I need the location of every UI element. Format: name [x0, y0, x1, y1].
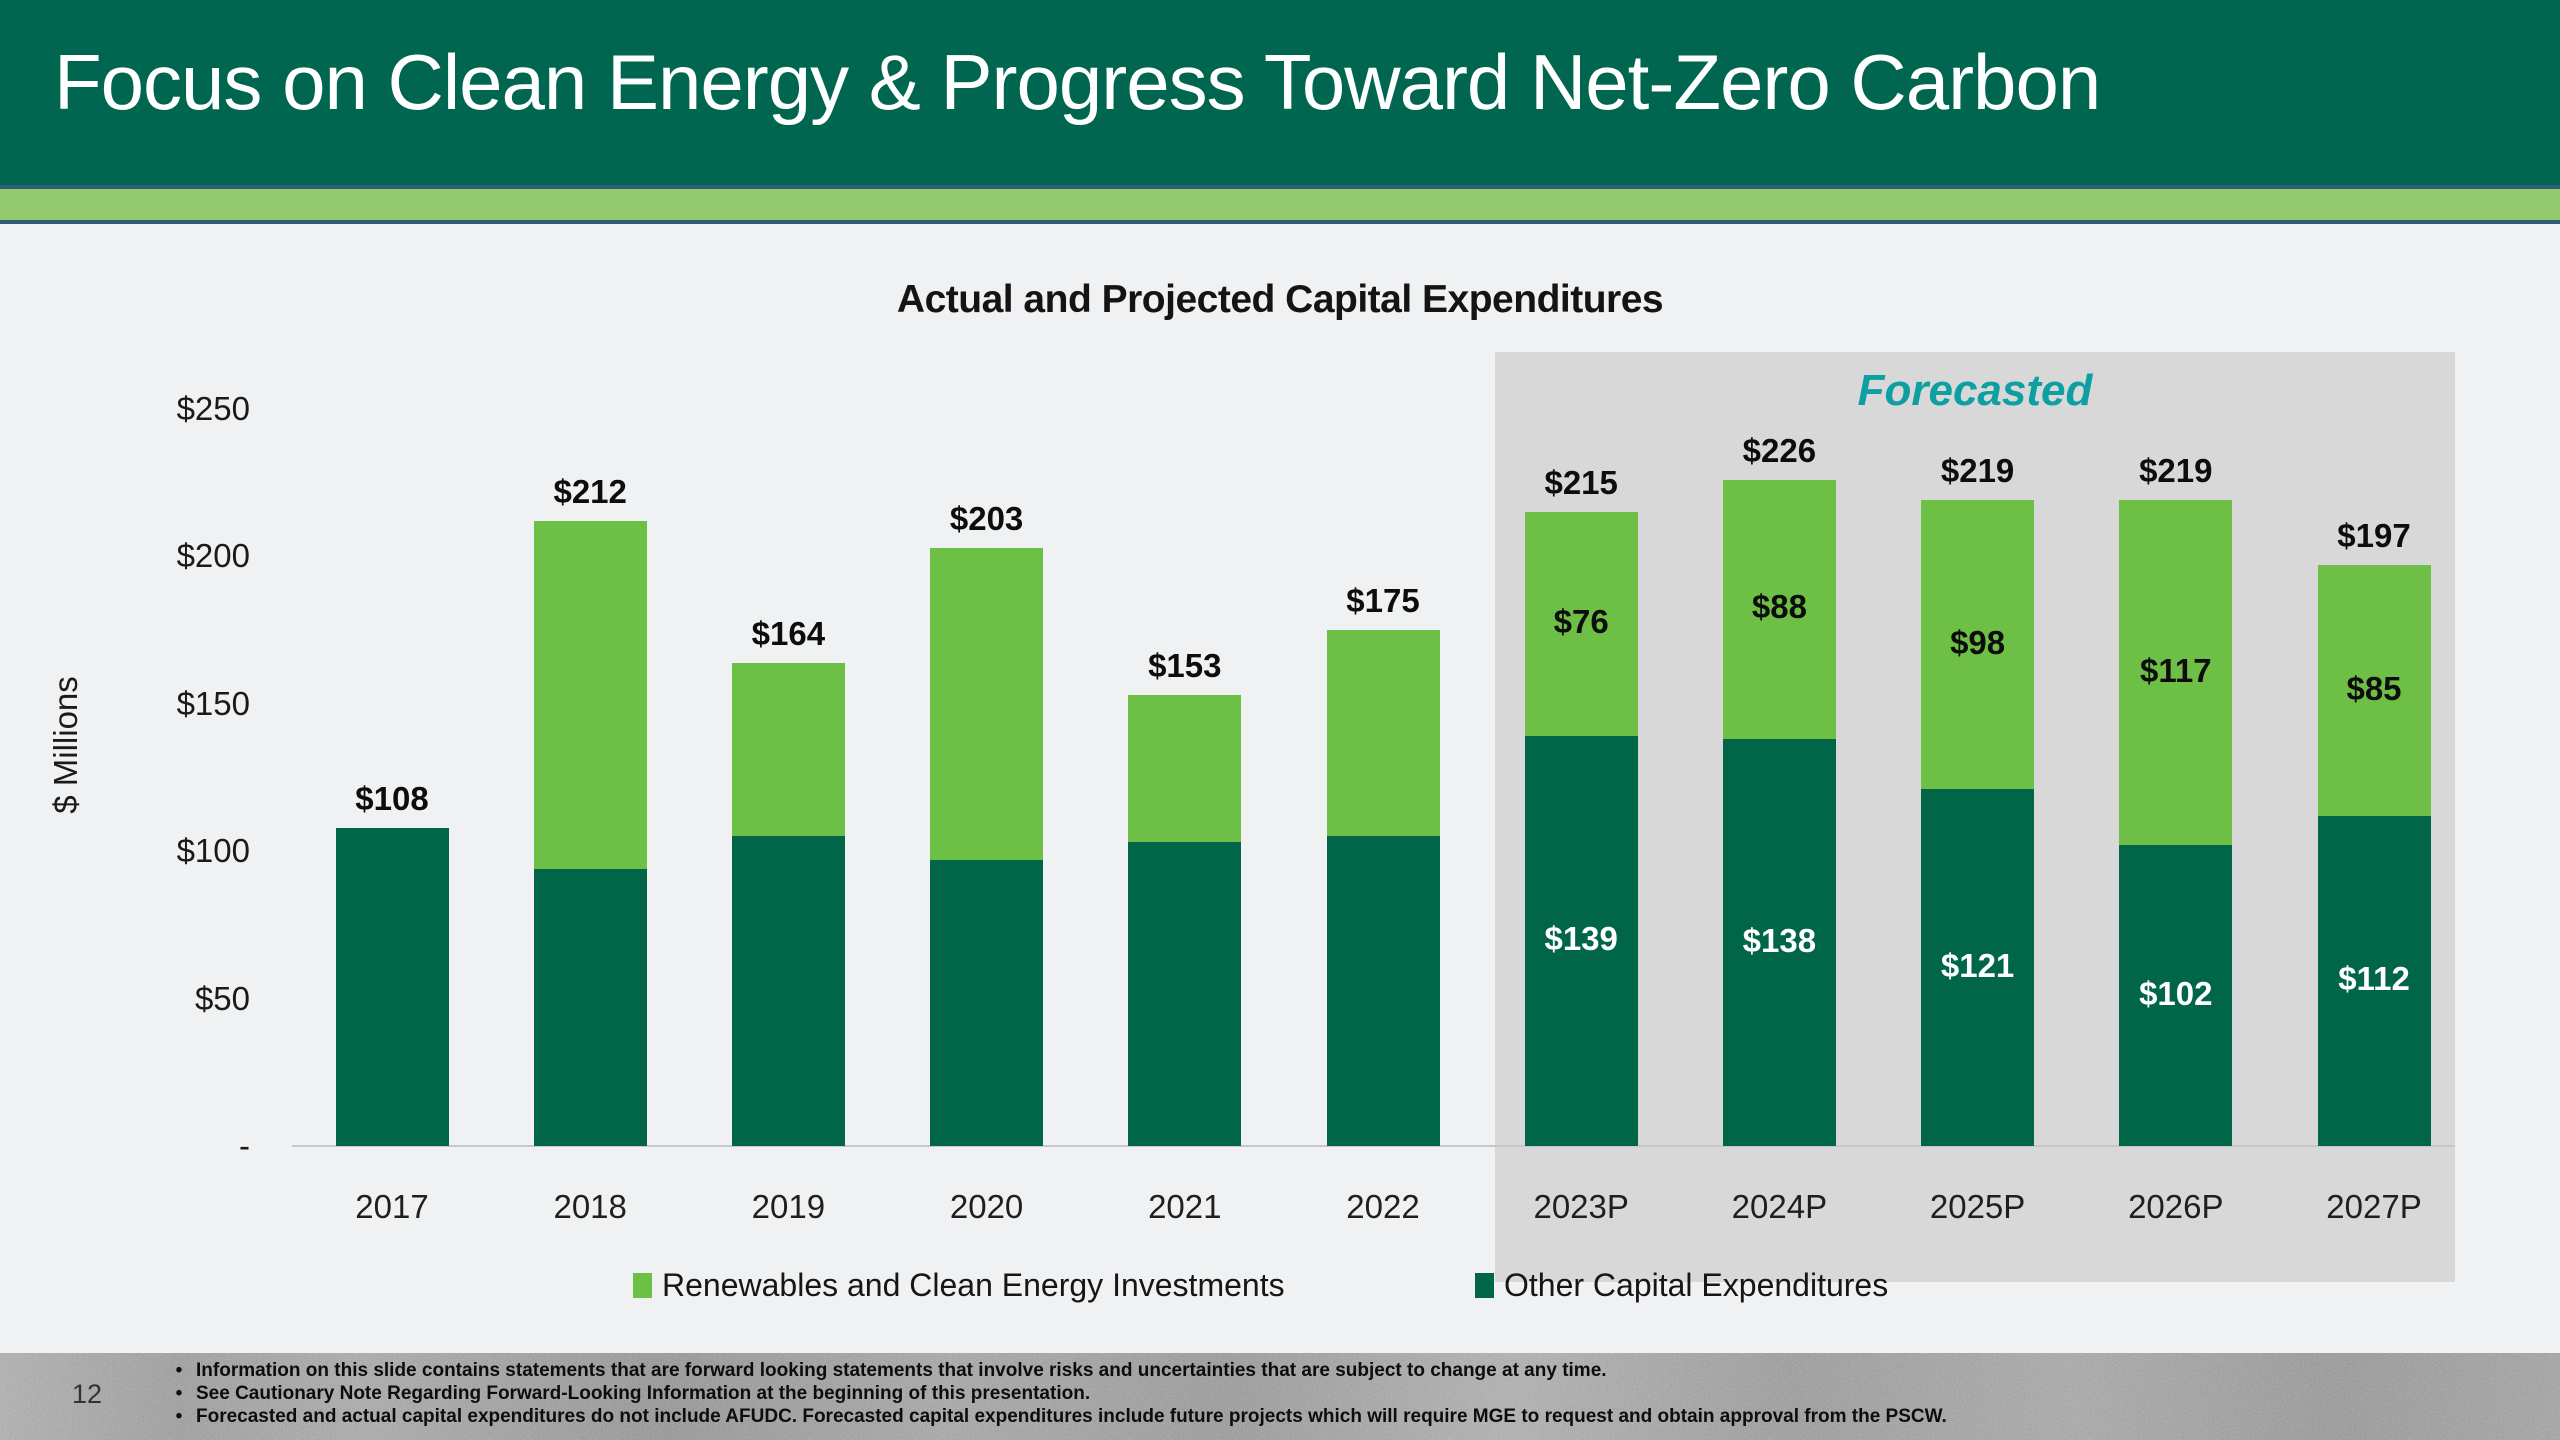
- x-axis-category-label-2025P: 2025P: [1929, 1188, 2026, 1225]
- bar-segment-other-capex-2027P: [2317, 815, 2431, 1146]
- bullet-icon: •: [175, 1406, 183, 1427]
- bar-segment-other-capex-2019: [731, 836, 845, 1146]
- bar-segment-other-capex-2020: [930, 860, 1044, 1146]
- bar-segment-other-capex-2026P: [2119, 845, 2233, 1146]
- bar-total-label-2019: $164: [751, 614, 826, 652]
- bar-segment-other-capex-2022: [1326, 836, 1440, 1146]
- bar-segment-other-capex-2018: [533, 868, 647, 1146]
- footer-disclaimer-text: Information on this slide contains state…: [196, 1360, 1607, 1381]
- footer-disclaimer-list: • Information on this slide contains stat…: [172, 1359, 1947, 1428]
- legend-label-renewables: Renewables and Clean Energy Investments: [662, 1266, 1285, 1303]
- segment-value-renewables-2023P: $76: [1553, 603, 1609, 641]
- footer-disclaimer-item: • See Cautionary Note Regarding Forward-L…: [172, 1382, 1947, 1405]
- legend-swatch-renewables: [633, 1272, 652, 1298]
- bar-segment-renewables-2026P: [2119, 500, 2233, 846]
- segment-value-renewables-2026P: $117: [2140, 651, 2212, 689]
- x-axis-category-label-2023P: 2023P: [1533, 1188, 1629, 1225]
- footer-disclaimer-text: See Cautionary Note Regarding Forward-Lo…: [196, 1383, 1091, 1404]
- segment-value-other-2023P: $139: [1544, 920, 1618, 958]
- bar-total-label-2027P: $197: [2337, 517, 2411, 555]
- bar-segment-renewables-2024P: [1722, 479, 1836, 740]
- bar-segment-renewables-2018: [533, 521, 647, 869]
- bullet-icon: •: [175, 1360, 183, 1381]
- chart-title: Actual and Projected Capital Expenditure…: [896, 278, 1664, 321]
- y-axis-tick-label: $100: [176, 832, 250, 870]
- y-axis-tick-label: -: [239, 1127, 250, 1164]
- segment-value-renewables-2027P: $85: [2346, 669, 2402, 707]
- bar-total-label-2021: $153: [1148, 646, 1222, 684]
- x-axis-line: [292, 1145, 2455, 1147]
- forecast-label: Forecasted: [1857, 366, 2093, 415]
- y-axis-tick-label: $150: [176, 684, 250, 722]
- slide-header: Focus on Clean Energy & Progress Toward …: [0, 0, 2560, 185]
- bar-total-label-2022: $175: [1346, 582, 1420, 620]
- bar-segment-renewables-2019: [731, 662, 845, 837]
- x-axis-category-label-2022: 2022: [1346, 1188, 1420, 1225]
- bar-segment-renewables-2022: [1326, 630, 1440, 837]
- segment-value-renewables-2025P: $98: [1950, 623, 2006, 661]
- bar-segment-renewables-2021: [1128, 694, 1242, 843]
- bar-segment-other-capex-2017: [335, 827, 449, 1146]
- x-axis-category-label-2019: 2019: [751, 1188, 826, 1225]
- header-divider-line-top: [0, 185, 2560, 189]
- header-accent-stripe: [0, 189, 2560, 220]
- footer-disclaimer-text: Forecasted and actual capital expenditur…: [196, 1406, 1947, 1427]
- bar-total-label-2023P: $215: [1544, 464, 1618, 502]
- legend-label-other-capex: Other Capital Expenditures: [1504, 1266, 1889, 1303]
- legend-item-other-capex: Other Capital Expenditures: [1475, 1266, 1888, 1304]
- bar-segment-renewables-2027P: [2317, 565, 2431, 816]
- x-axis-category-label-2026P: 2026P: [2128, 1188, 2224, 1225]
- x-axis-category-label-2020: 2020: [949, 1188, 1024, 1225]
- bar-segment-renewables-2023P: [1524, 512, 1638, 737]
- x-axis-category-label-2021: 2021: [1148, 1188, 1222, 1225]
- y-axis-tick-label: $50: [194, 979, 250, 1017]
- bar-total-label-2026P: $219: [2139, 452, 2213, 490]
- bar-total-label-2025P: $219: [1940, 452, 2015, 490]
- segment-value-renewables-2024P: $88: [1751, 588, 1807, 626]
- legend-swatch-other-capex: [1475, 1272, 1494, 1298]
- x-axis-category-label-2027P: 2027P: [2326, 1188, 2422, 1225]
- bar-total-label-2024P: $226: [1742, 431, 1817, 469]
- bullet-icon: •: [175, 1383, 183, 1404]
- bar-segment-other-capex-2023P: [1524, 736, 1638, 1146]
- y-axis-tick-label: $200: [176, 537, 250, 575]
- page-number: 12: [72, 1379, 103, 1409]
- y-axis-tick-label: $250: [176, 390, 250, 427]
- footer-disclaimer-item: • Forecasted and actual capital expenditu…: [172, 1405, 1947, 1428]
- bar-segment-other-capex-2025P: [1921, 789, 2035, 1146]
- segment-value-other-2027P: $112: [2338, 959, 2410, 997]
- slide-footer: 12 • Information on this slide contains s…: [0, 1353, 2560, 1440]
- bar-segment-renewables-2020: [930, 547, 1044, 861]
- footer-disclaimer-item: • Information on this slide contains stat…: [172, 1359, 1947, 1382]
- bar-segment-other-capex-2024P: [1722, 739, 1836, 1146]
- legend-item-renewables: Renewables and Clean Energy Investments: [633, 1266, 1285, 1304]
- segment-value-other-2024P: $138: [1742, 921, 1817, 959]
- bar-total-label-2020: $203: [949, 499, 1024, 537]
- segment-value-other-2026P: $102: [2139, 974, 2213, 1012]
- bar-segment-other-capex-2021: [1128, 842, 1242, 1146]
- bar-total-label-2018: $212: [553, 473, 627, 511]
- x-axis-category-label-2017: 2017: [355, 1188, 429, 1225]
- concrete-texture: [0, 1353, 2560, 1440]
- slide-title: Focus on Clean Energy & Progress Toward …: [54, 38, 2101, 126]
- bar-segment-renewables-2025P: [1921, 500, 2035, 790]
- segment-value-other-2025P: $121: [1940, 946, 2015, 984]
- x-axis-category-label-2024P: 2024P: [1731, 1188, 1828, 1225]
- x-axis-category-label-2018: 2018: [553, 1188, 627, 1225]
- header-divider-line-bottom: [0, 220, 2560, 224]
- bar-total-label-2017: $108: [355, 779, 429, 817]
